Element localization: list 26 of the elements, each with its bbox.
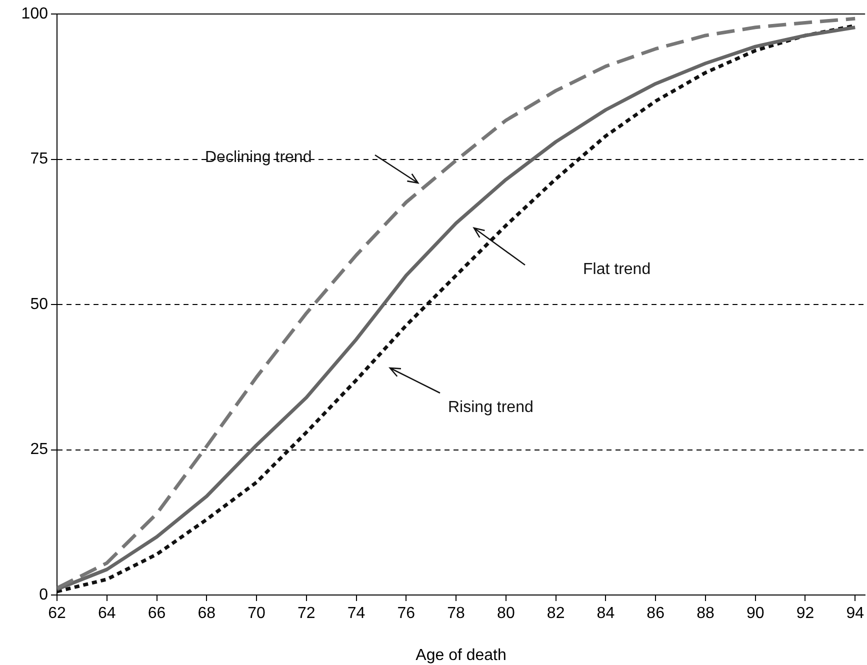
x-tick-label: 94 (846, 605, 864, 622)
y-tick-label: 50 (30, 296, 48, 313)
x-tick-label: 80 (497, 605, 515, 622)
x-tick-label: 78 (447, 605, 466, 622)
annotation: Declining trend (205, 149, 312, 167)
x-axis-title: Age of death (416, 646, 506, 664)
x-tick-label: 66 (148, 605, 166, 622)
x-tick-label: 68 (198, 605, 216, 622)
y-tick-label: 0 (39, 586, 48, 604)
x-tick-label: 70 (248, 605, 266, 622)
x-tick-label: 90 (746, 605, 764, 622)
y-tick-label: 100 (21, 5, 48, 22)
x-tick-label: 88 (696, 605, 714, 622)
x-tick-label: 82 (546, 605, 565, 622)
y-tick-label: 75 (30, 150, 48, 168)
x-tick-label: 86 (646, 605, 665, 622)
x-tick-label: 72 (298, 605, 316, 622)
annotation: Flat trend (583, 261, 651, 279)
x-tick-label: 84 (596, 605, 615, 622)
x-tick-label: 62 (48, 605, 66, 622)
y-tick-label: 25 (30, 441, 48, 458)
x-tick-label: 74 (347, 605, 366, 622)
annotation: Rising trend (448, 399, 534, 417)
x-tick-label: 92 (796, 605, 814, 622)
x-tick-label: 76 (397, 605, 416, 622)
x-tick-label: 64 (98, 605, 116, 622)
